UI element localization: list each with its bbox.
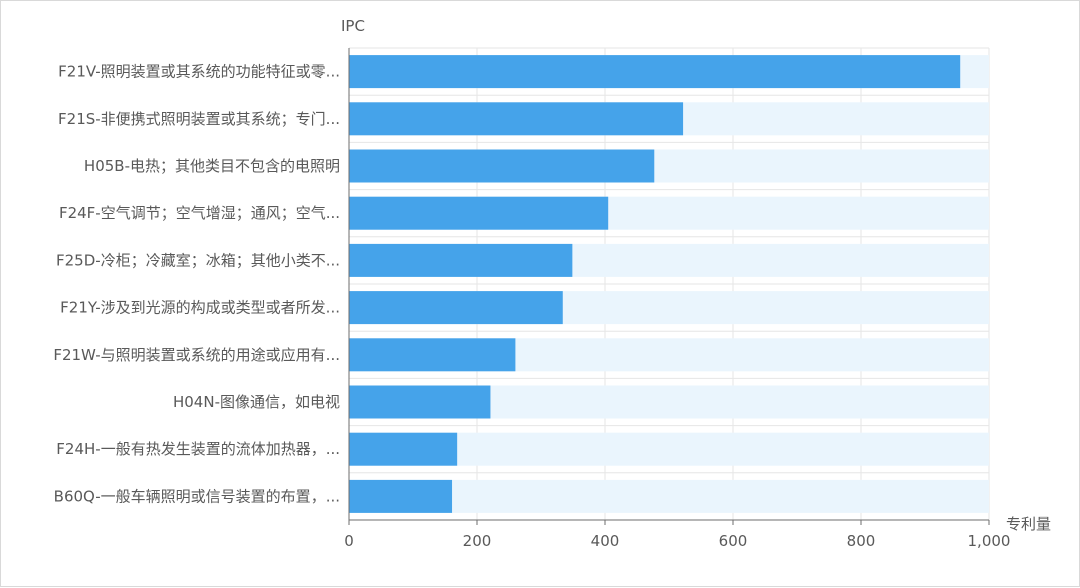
bar[interactable] bbox=[349, 196, 609, 230]
bar[interactable] bbox=[349, 102, 684, 136]
x-tick-label: 800 bbox=[847, 532, 876, 550]
bar[interactable] bbox=[349, 291, 563, 325]
x-tick-label: 0 bbox=[344, 532, 354, 550]
x-tick-label: 1,000 bbox=[968, 532, 1011, 550]
x-tick-label: 400 bbox=[591, 532, 620, 550]
category-label: F24H-一般有热发生装置的流体加热器，... bbox=[56, 440, 340, 458]
x-tick-label: 600 bbox=[719, 532, 748, 550]
bar[interactable] bbox=[349, 338, 516, 372]
x-axis-title: 专利量 bbox=[1006, 515, 1051, 533]
category-label: F21Y-涉及到光源的构成或类型或者所发... bbox=[60, 299, 340, 317]
bar[interactable] bbox=[349, 432, 458, 466]
bar[interactable] bbox=[349, 55, 961, 89]
category-labels: F21V-照明装置或其系统的功能特征或零... F21S-非便携式照明装置或其系统… bbox=[53, 63, 340, 506]
bar[interactable] bbox=[349, 479, 453, 513]
bar[interactable] bbox=[349, 385, 491, 419]
axes bbox=[348, 48, 990, 525]
category-label: F24F-空气调节；空气增湿；通风；空气... bbox=[59, 204, 340, 222]
background-bar bbox=[349, 479, 989, 513]
category-label: B60Q-一般车辆照明或信号装置的布置，... bbox=[54, 487, 340, 505]
category-label: F21S-非便携式照明装置或其系统；专门... bbox=[58, 110, 340, 128]
category-label: F21W-与照明装置或系统的用途或应用有... bbox=[53, 346, 340, 364]
category-label: F21V-照明装置或其系统的功能特征或零... bbox=[58, 63, 340, 81]
category-label: H04N-图像通信，如电视 bbox=[173, 393, 340, 411]
x-tick-labels: 0 200 400 600 800 1,000 bbox=[344, 532, 1010, 550]
category-label: H05B-电热；其他类目不包含的电照明 bbox=[84, 157, 340, 175]
bar[interactable] bbox=[349, 149, 655, 183]
x-tick-label: 200 bbox=[463, 532, 492, 550]
category-label: F25D-冷柜；冷藏室；冰箱；其他小类不... bbox=[56, 251, 340, 269]
y-axis-title: IPC bbox=[341, 17, 365, 35]
bar[interactable] bbox=[349, 243, 573, 277]
bars bbox=[349, 55, 961, 513]
grid-lines bbox=[349, 47, 990, 521]
